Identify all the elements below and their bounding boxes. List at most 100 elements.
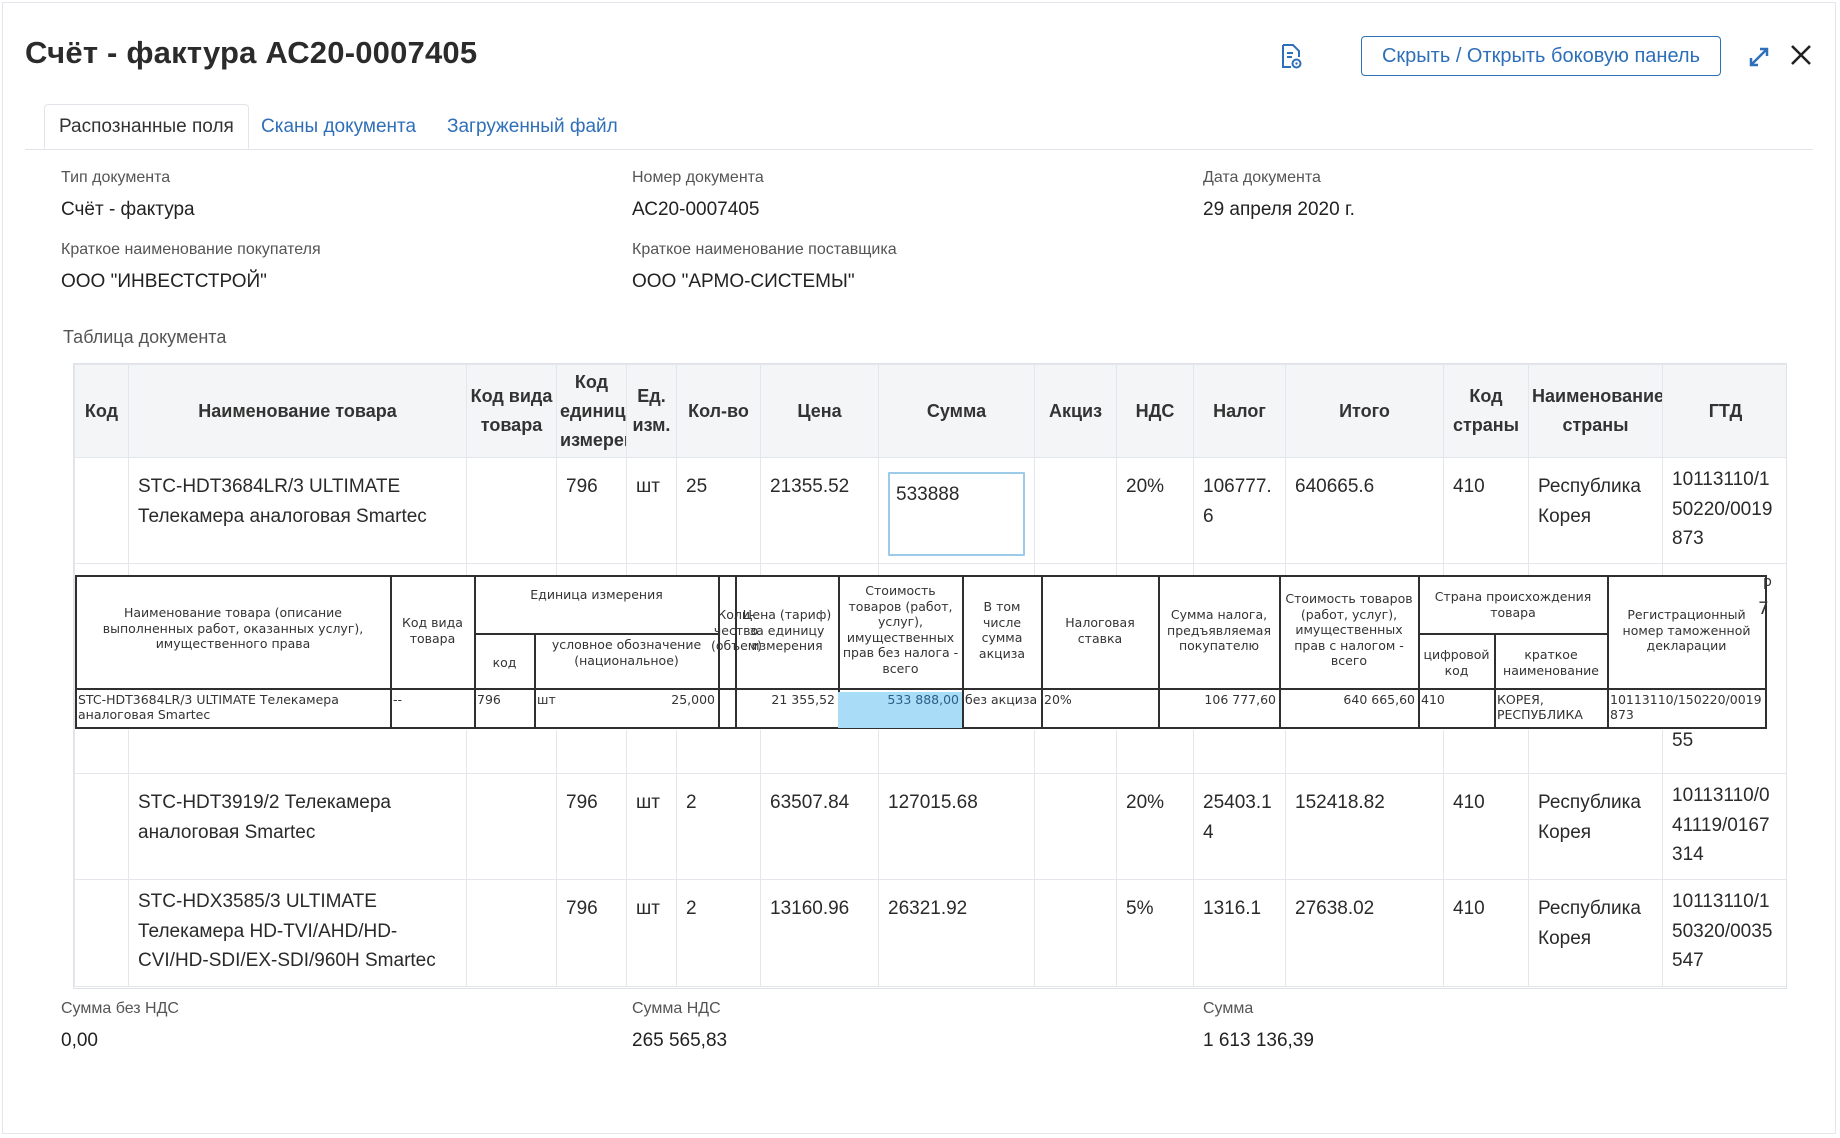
tab-document-scans[interactable]: Сканы документа: [261, 115, 417, 137]
cell-vat[interactable]: 20%: [1116, 457, 1194, 564]
cell-name[interactable]: STC-HDT3684LR/3 ULTIMATE Телекамера анал…: [128, 457, 467, 564]
doc-date-value: 29 апреля 2020 г.: [1203, 199, 1355, 220]
cell-type-code[interactable]: [466, 773, 557, 880]
cell-tax[interactable]: 106777.6: [1193, 457, 1286, 564]
scan-value-cost: 533 888,00: [887, 692, 959, 707]
cell-gtd[interactable]: 10113110/150320/0035547: [1662, 879, 1786, 987]
cell-total[interactable]: 152418.82: [1285, 773, 1444, 880]
scan-header-unit-symbol: условное обозначение (национальное): [551, 637, 702, 668]
total-sum-value: 1 613 136,39: [1203, 1030, 1314, 1051]
cell-qty[interactable]: 25: [676, 457, 761, 564]
cell-country-code[interactable]: 410: [1443, 773, 1529, 880]
cell-type-code[interactable]: [466, 457, 557, 564]
scan-value-excise: без акциза: [965, 692, 1038, 707]
scan-highlight-sum: [838, 692, 962, 728]
cell-qty[interactable]: 2: [676, 773, 761, 880]
col-header-excise[interactable]: Акциз: [1034, 364, 1117, 458]
col-header-vat[interactable]: НДС: [1116, 364, 1194, 458]
cell-unit[interactable]: шт: [626, 879, 677, 987]
cell-excise[interactable]: [1034, 773, 1117, 880]
cell-tax[interactable]: 1316.1: [1193, 879, 1286, 987]
scan-value-name: STC-HDT3684LR/3 ULTIMATE Телекамера анал…: [78, 692, 339, 722]
tab-uploaded-file[interactable]: Загруженный файл: [447, 115, 618, 137]
cell-code[interactable]: [74, 879, 129, 987]
cell-gtd[interactable]: 10113110/041119/0167314: [1662, 773, 1786, 880]
col-header-total[interactable]: Итого: [1285, 364, 1444, 458]
cell-unit-code[interactable]: 796: [556, 457, 627, 564]
cell-price[interactable]: 13160.96: [760, 879, 879, 987]
cell-unit[interactable]: шт: [626, 457, 677, 564]
vat-sum-value: 265 565,83: [632, 1030, 728, 1051]
col-header-country[interactable]: Наименование страны: [1528, 364, 1663, 458]
scan-header-tax: Сумма налога, предъявляемая покупателю: [1167, 607, 1271, 653]
col-header-name[interactable]: Наименование товара: [128, 364, 467, 458]
doc-date-label: Дата документа: [1203, 169, 1321, 186]
scan-header-unit-code: код: [492, 655, 517, 670]
cell-code[interactable]: [74, 457, 129, 564]
supplier-value: ООО "АРМО-СИСТЕМЫ": [632, 271, 855, 292]
col-header-sum[interactable]: Сумма: [878, 364, 1035, 458]
cell-unit[interactable]: шт: [626, 773, 677, 880]
cell-vat[interactable]: 5%: [1116, 879, 1194, 987]
cell-code[interactable]: [74, 773, 129, 880]
col-header-unit-code[interactable]: Код единиц измерен: [556, 364, 627, 458]
cell-sum[interactable]: 26321.92: [878, 879, 1035, 987]
scan-value-country-code: 410: [1421, 692, 1445, 707]
cell-unit-code[interactable]: 796: [556, 879, 627, 987]
cell-price[interactable]: 63507.84: [760, 773, 879, 880]
cell-total[interactable]: 640665.6: [1285, 457, 1444, 564]
scan-header-name: Наименование товара (описание выполненны…: [102, 605, 364, 651]
col-header-tax[interactable]: Налог: [1193, 364, 1286, 458]
cell-price[interactable]: 21355.52: [760, 457, 879, 564]
doc-type-value: Счёт - фактура: [61, 199, 195, 220]
cell-gtd[interactable]: 10113110/150220/0019873: [1662, 457, 1786, 564]
cell-sum[interactable]: 127015.68: [878, 773, 1035, 880]
col-header-price[interactable]: Цена: [760, 364, 879, 458]
cell-country-code[interactable]: 410: [1443, 879, 1529, 987]
cell-name[interactable]: STC-HDX3585/3 ULTIMATE Телекамера HD-TVI…: [128, 879, 467, 987]
cell-vat[interactable]: 20%: [1116, 773, 1194, 880]
cell-excise[interactable]: [1034, 457, 1117, 564]
col-header-qty[interactable]: Кол-во: [676, 364, 761, 458]
col-header-type-code[interactable]: Код вида товара: [466, 364, 557, 458]
doc-type-label: Тип документа: [61, 169, 171, 186]
cell-country-code[interactable]: 410: [1443, 457, 1529, 564]
tab-recognized-fields[interactable]: Распознанные поля: [44, 104, 249, 149]
cell-unit-code[interactable]: 796: [556, 773, 627, 880]
close-icon[interactable]: [1789, 43, 1813, 67]
col-header-code[interactable]: Код: [74, 364, 129, 458]
col-header-unit[interactable]: Ед. изм.: [626, 364, 677, 458]
page-title: Счёт - фактура АС20-0007405: [25, 35, 478, 70]
cell-total[interactable]: 27638.02: [1285, 879, 1444, 987]
cell-name[interactable]: STC-HDT3919/2 Телекамера аналоговая Smar…: [128, 773, 467, 880]
scan-value-total: 640 665,60: [1343, 692, 1415, 707]
document-settings-icon[interactable]: [1279, 43, 1303, 71]
scan-header-price: Цена (тариф) за единицу измерения: [742, 607, 832, 653]
col-header-country-code[interactable]: Код страны: [1443, 364, 1529, 458]
doc-number-label: Номер документа: [632, 169, 764, 186]
scan-value-country-name: КОРЕЯ, РЕСПУБЛИКА: [1497, 692, 1583, 722]
cell-excise[interactable]: [1034, 879, 1117, 987]
cell-qty[interactable]: 2: [676, 879, 761, 987]
scan-header-rate: Налоговая ставка: [1065, 615, 1135, 646]
scan-header-excise: В том числе сумма акциза: [978, 599, 1026, 661]
net-sum-value: 0,00: [61, 1030, 98, 1051]
total-sum-label: Сумма: [1203, 1000, 1254, 1017]
scan-value-unit-code: 796: [477, 692, 501, 707]
scan-value-rate: 20%: [1044, 692, 1072, 707]
scan-value-tax: 106 777,60: [1204, 692, 1276, 707]
cell-tax[interactable]: 25403.14: [1193, 773, 1286, 880]
scan-preview-overlay: Наименование товара (описание выполненны…: [75, 575, 1772, 730]
expand-icon[interactable]: [1747, 45, 1771, 69]
cell-country[interactable]: Республика Корея: [1528, 879, 1663, 987]
cell-country[interactable]: Республика Корея: [1528, 773, 1663, 880]
col-header-gtd[interactable]: ГТД: [1662, 364, 1786, 458]
cell-country[interactable]: Республика Корея: [1528, 457, 1663, 564]
scan-header-total: Стоимость товаров (работ, услуг), имущес…: [1285, 591, 1413, 668]
scan-header-country: Страна происхождения товара: [1434, 589, 1592, 620]
cell-sum-editor[interactable]: 533888: [888, 472, 1025, 556]
cell-type-code[interactable]: [466, 879, 557, 987]
toggle-side-panel-button[interactable]: Скрыть / Открыть боковую панель: [1361, 36, 1721, 76]
scan-header-cost: Стоимость товаров (работ, услуг), имущес…: [842, 583, 959, 676]
cell-sum[interactable]: 533888: [878, 457, 1035, 564]
